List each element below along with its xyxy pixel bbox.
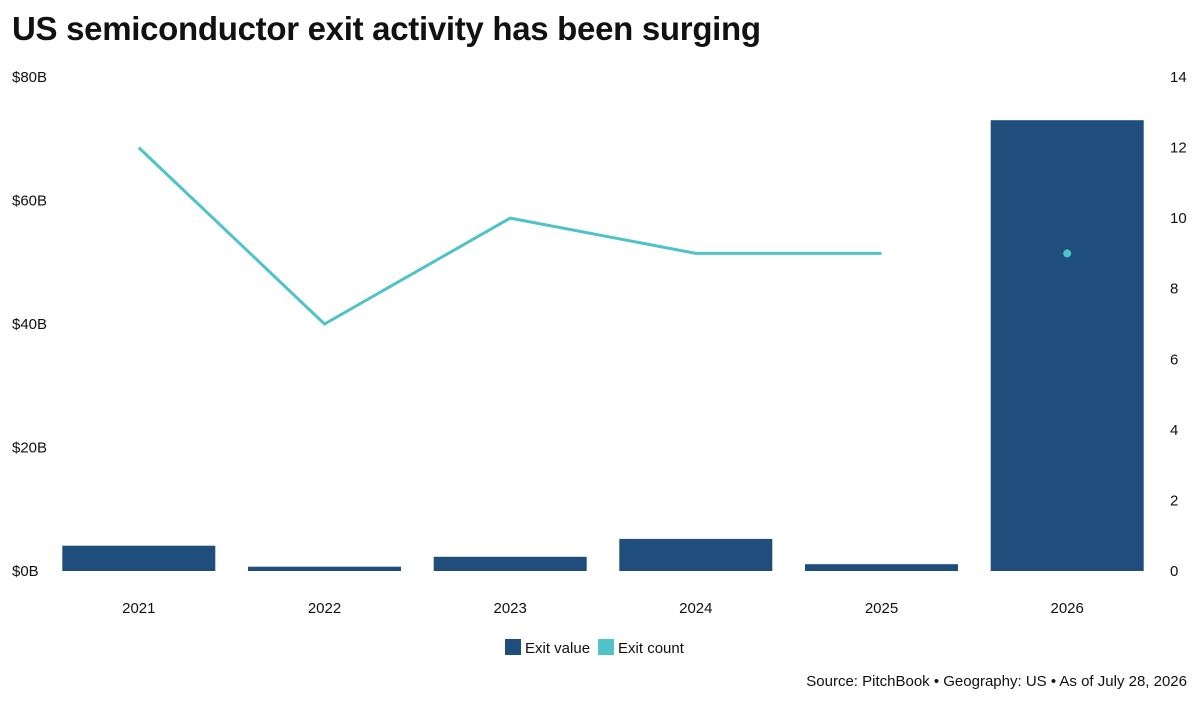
chart-title: US semiconductor exit activity has been … [12,10,761,47]
bar-exit-value-2025 [805,564,958,571]
left-tick-label: $0B [12,563,39,580]
left-y-axis: $0B $20B $40B $60B $80B [12,69,47,580]
source-note: Source: PitchBook • Geography: US • As o… [806,673,1187,690]
bar-exit-value-2022 [248,566,401,571]
left-tick-label: $20B [12,440,47,457]
bar-exit-value-2023 [433,556,587,571]
legend-swatch-exit-count [598,639,615,655]
legend-label-exit-value: Exit value [525,640,590,657]
right-tick-label: 0 [1170,563,1178,580]
bar-exit-value-2026 [990,120,1144,571]
x-tick-label: 2026 [1051,600,1084,617]
legend-label-exit-count: Exit count [618,640,685,657]
right-tick-label: 10 [1170,210,1187,227]
right-tick-label: 12 [1170,140,1187,157]
right-tick-label: 4 [1170,422,1178,439]
legend-swatch-exit-value [505,639,521,655]
right-tick-label: 2 [1170,492,1178,509]
left-tick-label: $80B [12,69,47,86]
left-tick-label: $60B [12,193,47,210]
legend: Exit value Exit count [505,639,685,657]
x-axis: 2021 2022 2023 2024 2025 2026 [122,600,1084,617]
point-exit-count-2026 [1063,249,1072,258]
x-tick-label: 2025 [865,600,898,617]
right-tick-label: 8 [1170,281,1178,298]
x-tick-label: 2021 [122,600,155,617]
x-tick-label: 2023 [494,600,527,617]
x-tick-label: 2022 [308,600,341,617]
right-tick-label: 14 [1170,69,1187,86]
right-y-axis: 0 2 4 6 8 10 12 14 [1170,69,1187,580]
line-layer [137,146,1072,326]
bar-exit-value-2024 [619,538,773,571]
right-tick-label: 6 [1170,351,1178,368]
left-tick-label: $40B [12,316,47,333]
bar-exit-value-2021 [62,545,216,571]
bars-layer [62,120,1144,571]
x-tick-label: 2024 [679,600,712,617]
line-exit-count [137,146,882,326]
